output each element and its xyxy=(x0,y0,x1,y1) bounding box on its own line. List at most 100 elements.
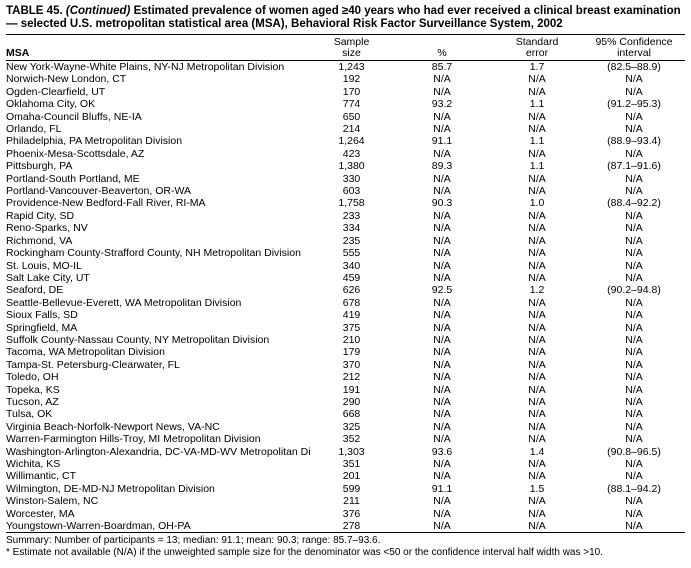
standard-error-cell: N/A xyxy=(528,520,546,533)
table-row: Sioux Falls, SD 419 N/A N/A N/A xyxy=(6,309,685,321)
standard-error-cell: N/A xyxy=(528,395,546,408)
msa-cell: Rapid City, SD xyxy=(6,209,75,222)
sample-size-cell: 192 xyxy=(342,73,361,86)
table-row: Philadelphia, PA Metropolitan Division 1,… xyxy=(6,135,685,147)
table-row: Worcester, MA 376 N/A N/A N/A xyxy=(6,508,685,520)
confidence-interval-cell: N/A xyxy=(625,73,643,86)
table-row: Rapid City, SD 233 N/A N/A N/A xyxy=(6,210,685,222)
table-row: Wilmington, DE-MD-NJ Metropolitan Divisi… xyxy=(6,483,685,495)
msa-cell: Philadelphia, PA Metropolitan Division xyxy=(6,135,183,148)
confidence-interval-cell: N/A xyxy=(625,495,643,508)
msa-cell: Phoenix-Mesa-Scottsdale, AZ xyxy=(6,147,145,160)
percent-cell: N/A xyxy=(433,395,451,408)
confidence-interval-cell: N/A xyxy=(625,85,643,98)
confidence-interval-cell: N/A xyxy=(625,296,643,309)
sample-size-cell: 340 xyxy=(342,259,361,272)
table-row: Reno-Sparks, NV 334 N/A N/A N/A xyxy=(6,222,685,234)
standard-error-cell: N/A xyxy=(528,507,546,520)
confidence-interval-cell: (90.8–96.5) xyxy=(607,445,661,458)
msa-cell: Sioux Falls, SD xyxy=(6,309,78,322)
standard-error-cell: 1.5 xyxy=(529,482,545,495)
percent-cell: 85.7 xyxy=(431,61,453,73)
standard-error-cell: N/A xyxy=(528,110,546,123)
msa-cell: Tucson, AZ xyxy=(6,395,59,408)
msa-cell: Seattle-Bellevue-Everett, WA Metropolita… xyxy=(6,296,242,309)
standard-error-cell: N/A xyxy=(528,185,546,198)
standard-error-cell: N/A xyxy=(528,321,546,334)
sample-size-cell: 603 xyxy=(342,185,361,198)
msa-cell: Seaford, DE xyxy=(6,284,64,297)
sample-size-cell: 774 xyxy=(342,98,361,111)
msa-cell: Salt Lake City, UT xyxy=(6,271,90,284)
sample-size-cell: 419 xyxy=(342,309,361,322)
table-row: New York-Wayne-White Plains, NY-NJ Metro… xyxy=(6,61,685,74)
sample-size-cell: 423 xyxy=(342,147,361,160)
standard-error-cell: N/A xyxy=(528,259,546,272)
sample-size-cell: 1,264 xyxy=(338,135,365,148)
sample-size-cell: 599 xyxy=(342,482,361,495)
sample-size-cell: 211 xyxy=(343,495,360,508)
sample-size-cell: 334 xyxy=(342,222,361,235)
msa-cell: Winston-Salem, NC xyxy=(6,495,99,508)
standard-error-cell: N/A xyxy=(528,234,546,247)
msa-cell: Pittsburgh, PA xyxy=(6,160,73,173)
table-row: Willimantic, CT 201 N/A N/A N/A xyxy=(6,470,685,482)
table-row: Norwich-New London, CT 192 N/A N/A N/A xyxy=(6,73,685,85)
sample-size-cell: 370 xyxy=(342,358,361,371)
sample-size-cell: 191 xyxy=(342,383,361,396)
percent-cell: N/A xyxy=(433,73,451,86)
standard-error-cell: N/A xyxy=(528,73,546,86)
percent-cell: N/A xyxy=(433,507,451,520)
confidence-interval-cell: (87.1–91.6) xyxy=(607,160,661,173)
table-row: Toledo, OH 212 N/A N/A N/A xyxy=(6,371,685,383)
sample-size-cell: 1,303 xyxy=(338,445,365,458)
msa-cell: Portland-Vancouver-Beaverton, OR-WA xyxy=(6,185,191,198)
msa-cell: Willimantic, CT xyxy=(6,470,76,483)
confidence-interval-cell: N/A xyxy=(625,458,643,470)
sample-size-cell: 214 xyxy=(342,123,361,136)
percent-cell: N/A xyxy=(433,309,451,322)
percent-cell: N/A xyxy=(433,185,451,198)
column-header-percent: % xyxy=(437,47,447,59)
standard-error-cell: N/A xyxy=(528,333,546,346)
percent-cell: N/A xyxy=(433,383,451,396)
standard-error-cell: 1.7 xyxy=(529,61,545,73)
table-row: Youngstown-Warren-Boardman, OH-PA 278 N/A N… xyxy=(6,520,685,533)
table-row: Springfield, MA 375 N/A N/A N/A xyxy=(6,322,685,334)
msa-cell: Orlando, FL xyxy=(6,123,62,136)
sample-size-cell: 650 xyxy=(342,110,361,123)
sample-size-cell: 352 xyxy=(342,433,361,446)
percent-cell: 93.6 xyxy=(431,445,453,458)
confidence-interval-cell: N/A xyxy=(625,346,643,359)
confidence-interval-cell: N/A xyxy=(625,271,643,284)
confidence-interval-cell: N/A xyxy=(625,507,643,520)
column-header-confidence-interval-line2: interval xyxy=(617,47,651,59)
column-header-confidence-interval: 95% Confidence interval xyxy=(583,35,685,61)
table-row: Warren-Farmington Hills-Troy, MI Metropo… xyxy=(6,433,685,445)
msa-cell: Portland-South Portland, ME xyxy=(6,172,140,185)
table-row: Winston-Salem, NC 211 N/A N/A N/A xyxy=(6,495,685,507)
standard-error-cell: N/A xyxy=(528,371,546,384)
msa-cell: Suffolk County-Nassau County, NY Metropo… xyxy=(6,333,270,346)
percent-cell: N/A xyxy=(433,358,451,371)
sample-size-cell: 235 xyxy=(342,234,361,247)
footnote-line: * Estimate not available (N/A) if the un… xyxy=(6,546,603,558)
standard-error-cell: N/A xyxy=(528,123,546,136)
percent-cell: N/A xyxy=(433,371,451,384)
column-header-msa: MSA xyxy=(6,47,30,59)
percent-cell: N/A xyxy=(433,85,451,98)
table-row: Rockingham County-Strafford County, NH M… xyxy=(6,247,685,259)
confidence-interval-cell: N/A xyxy=(625,147,643,160)
table-header: MSA Sample size % Standard error 95% Confi… xyxy=(6,34,685,61)
standard-error-cell: 1.1 xyxy=(529,160,545,173)
table-row: Providence-New Bedford-Fall River, RI-MA… xyxy=(6,197,685,209)
sample-size-cell: 210 xyxy=(342,333,361,346)
percent-cell: N/A xyxy=(433,346,451,359)
header-row: MSA Sample size % Standard error 95% Confi… xyxy=(6,34,685,61)
table-row: Portland-Vancouver-Beaverton, OR-WA 603 N/… xyxy=(6,185,685,197)
table-row: Suffolk County-Nassau County, NY Metropo… xyxy=(6,334,685,346)
column-header-sample-size: Sample size xyxy=(310,35,393,61)
confidence-interval-cell: (90.2–94.8) xyxy=(607,284,661,297)
confidence-interval-cell: N/A xyxy=(625,309,643,322)
msa-cell: Springfield, MA xyxy=(6,321,78,334)
